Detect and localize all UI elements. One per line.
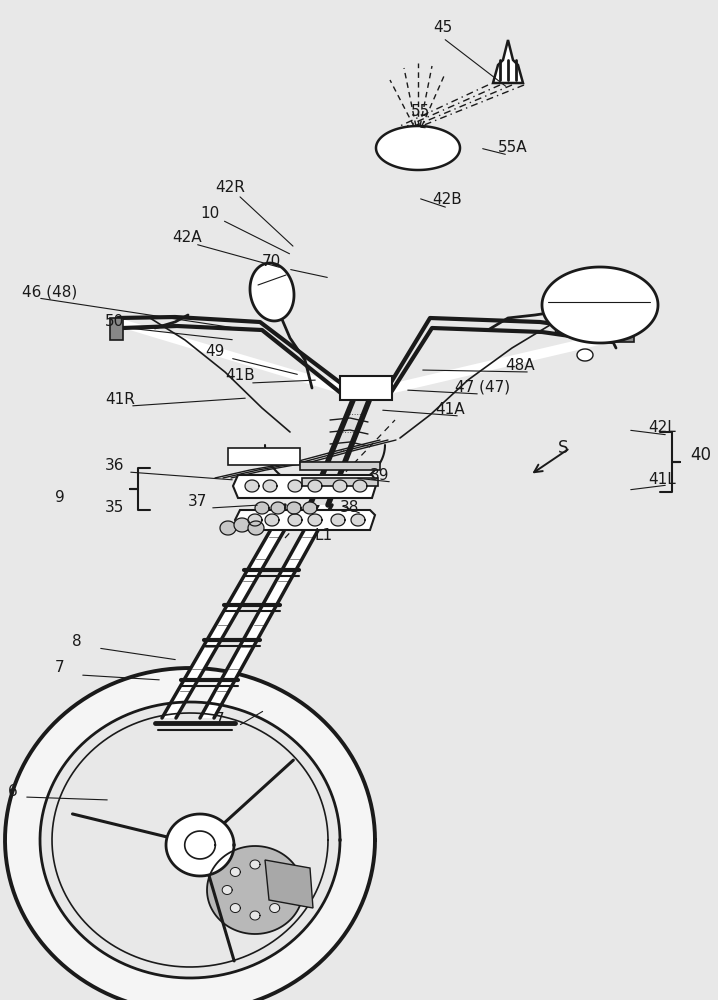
Text: 35: 35	[105, 500, 124, 516]
Polygon shape	[166, 814, 234, 876]
Polygon shape	[278, 886, 288, 894]
Text: 8: 8	[72, 635, 82, 650]
Polygon shape	[303, 502, 317, 514]
Polygon shape	[287, 502, 301, 514]
Polygon shape	[250, 263, 294, 321]
Polygon shape	[270, 867, 280, 876]
Polygon shape	[5, 668, 375, 1000]
Polygon shape	[555, 322, 598, 332]
Polygon shape	[263, 480, 277, 492]
Text: 42L: 42L	[648, 420, 676, 436]
Text: 42A: 42A	[172, 231, 202, 245]
Text: 36: 36	[105, 458, 124, 473]
Polygon shape	[230, 904, 241, 913]
Polygon shape	[255, 502, 269, 514]
Polygon shape	[331, 514, 345, 526]
Polygon shape	[288, 514, 302, 526]
Polygon shape	[235, 510, 375, 530]
Text: 7: 7	[55, 660, 65, 676]
Polygon shape	[248, 521, 264, 535]
Polygon shape	[233, 475, 377, 498]
Text: 55: 55	[411, 104, 429, 119]
Polygon shape	[308, 514, 322, 526]
Text: 10: 10	[200, 206, 219, 221]
Polygon shape	[228, 448, 300, 465]
Text: 41L: 41L	[648, 473, 676, 488]
Text: 42R: 42R	[215, 180, 245, 196]
Polygon shape	[270, 904, 280, 913]
Text: 42B: 42B	[432, 192, 462, 208]
Polygon shape	[310, 388, 374, 505]
Text: 37: 37	[188, 494, 208, 510]
Polygon shape	[351, 514, 365, 526]
Text: 38: 38	[340, 500, 360, 516]
Text: S: S	[558, 439, 569, 457]
Polygon shape	[302, 478, 378, 486]
Text: 70: 70	[262, 254, 281, 269]
Polygon shape	[40, 702, 340, 978]
Polygon shape	[250, 911, 260, 920]
Polygon shape	[222, 886, 232, 894]
Text: L1: L1	[315, 528, 333, 542]
Polygon shape	[110, 318, 123, 340]
Polygon shape	[248, 514, 262, 526]
Polygon shape	[390, 332, 612, 394]
Text: 41B: 41B	[225, 367, 255, 382]
Polygon shape	[230, 867, 241, 876]
Polygon shape	[340, 376, 392, 400]
Text: 49: 49	[205, 344, 224, 360]
Text: 9: 9	[55, 490, 65, 506]
Text: 48A: 48A	[505, 358, 535, 372]
Polygon shape	[200, 505, 332, 718]
Text: 40: 40	[690, 446, 711, 464]
Polygon shape	[271, 502, 285, 514]
Text: 41A: 41A	[435, 402, 465, 418]
Text: 45: 45	[434, 20, 452, 35]
Polygon shape	[118, 318, 342, 394]
Polygon shape	[288, 480, 302, 492]
Polygon shape	[542, 267, 658, 343]
Polygon shape	[245, 480, 259, 492]
Polygon shape	[333, 480, 347, 492]
Text: 55A: 55A	[498, 140, 528, 155]
Polygon shape	[234, 518, 250, 532]
Text: 47 (47): 47 (47)	[455, 379, 510, 394]
Polygon shape	[265, 860, 313, 908]
Text: 41R: 41R	[105, 392, 135, 408]
Text: 7: 7	[215, 712, 225, 728]
Polygon shape	[493, 40, 523, 83]
Polygon shape	[577, 349, 593, 361]
Polygon shape	[162, 505, 299, 718]
Polygon shape	[220, 521, 236, 535]
Polygon shape	[353, 480, 367, 492]
Polygon shape	[308, 480, 322, 492]
Text: 50: 50	[105, 314, 124, 330]
Text: 6: 6	[8, 784, 18, 800]
Text: 46 (48): 46 (48)	[22, 284, 78, 300]
Polygon shape	[612, 332, 634, 342]
Polygon shape	[250, 860, 260, 869]
Polygon shape	[376, 126, 460, 170]
Text: 39: 39	[370, 468, 389, 483]
Polygon shape	[265, 514, 279, 526]
Polygon shape	[300, 462, 380, 470]
Polygon shape	[207, 846, 303, 934]
